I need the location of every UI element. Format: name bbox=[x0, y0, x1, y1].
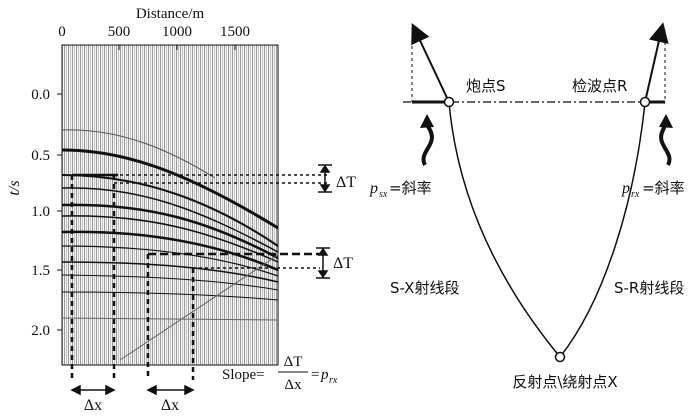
delta-x-marker bbox=[146, 384, 195, 396]
event-curve bbox=[61, 317, 279, 321]
prx-text: =斜率 bbox=[642, 179, 685, 197]
psx-subscript: sx bbox=[379, 189, 388, 200]
event-curve bbox=[61, 261, 279, 283]
event-curve bbox=[61, 203, 279, 260]
delta-x-label: Δx bbox=[161, 397, 179, 414]
slope-subscript: rx bbox=[329, 375, 338, 386]
delta-x-marker bbox=[70, 384, 116, 396]
shot-point-label: 炮点S bbox=[466, 77, 506, 95]
event-curve bbox=[61, 148, 279, 230]
seismic-record-panel: Distance/m 0 500 1000 1500 t/s 0.0 0.5 1… bbox=[6, 6, 356, 414]
delta-x-label: Δx bbox=[84, 397, 102, 414]
slope-formula: Slope= ΔT Δx = p rx bbox=[222, 354, 338, 393]
x-tick-label: 1500 bbox=[220, 24, 250, 40]
sr-ray-path bbox=[559, 101, 646, 358]
delta-t-marker bbox=[318, 164, 332, 193]
sx-segment-label: S-X射线段 bbox=[390, 279, 459, 297]
prx-subscript: rx bbox=[631, 189, 640, 200]
event-curve bbox=[61, 291, 279, 301]
y-tick-label: 0.5 bbox=[31, 148, 50, 164]
curved-arrow-icon bbox=[659, 114, 673, 166]
reflection-point-marker bbox=[554, 351, 566, 363]
delta-t-label: ΔT bbox=[333, 255, 353, 272]
x-tick-label: 0 bbox=[58, 24, 66, 40]
slope-equals: = bbox=[311, 367, 319, 383]
y-tick-label: 2.0 bbox=[31, 323, 50, 339]
event-curve bbox=[61, 215, 279, 263]
slope-numerator: ΔT bbox=[284, 354, 303, 370]
event-curve bbox=[61, 230, 279, 272]
receiver-ray-arrow bbox=[644, 22, 669, 103]
prx-symbol: p bbox=[621, 180, 630, 197]
y-tick-label: 1.0 bbox=[31, 204, 50, 220]
shot-point-marker bbox=[443, 96, 455, 108]
event-curve bbox=[119, 254, 279, 361]
psx-text: =斜率 bbox=[389, 179, 432, 197]
y-axis-title: t/s bbox=[6, 180, 23, 195]
psx-slope-label: p sx =斜率 bbox=[369, 179, 432, 200]
sr-segment-label: S-R射线段 bbox=[614, 279, 684, 297]
sx-ray-path bbox=[448, 101, 561, 358]
x-tick-label: 1000 bbox=[162, 24, 192, 40]
event-curve bbox=[61, 129, 216, 179]
shot-ray-arrow bbox=[411, 22, 450, 103]
y-axis-ticks bbox=[57, 93, 62, 331]
curved-arrow-icon bbox=[420, 114, 434, 166]
ray-path-diagram: 炮点S 检波点R p sx =斜率 p rx =斜率 S-X射线段 S-R射线段… bbox=[369, 22, 685, 391]
delta-t-marker bbox=[316, 247, 330, 279]
psx-symbol: p bbox=[369, 180, 378, 197]
slope-measurement-lower bbox=[146, 252, 320, 380]
prx-slope-label: p rx =斜率 bbox=[621, 179, 685, 200]
reflection-point-label: 反射点\绕射点X bbox=[512, 373, 617, 391]
event-curve bbox=[61, 187, 279, 253]
slope-denominator: Δx bbox=[284, 377, 302, 393]
x-tick-label: 500 bbox=[108, 24, 131, 40]
y-tick-label: 0.0 bbox=[31, 87, 50, 103]
y-tick-label: 1.5 bbox=[31, 263, 50, 279]
slope-symbol: p bbox=[320, 367, 329, 383]
slope-measurement-upper bbox=[70, 173, 330, 380]
event-curve bbox=[61, 274, 279, 291]
delta-t-label: ΔT bbox=[336, 174, 356, 191]
x-axis-title: Distance/m bbox=[136, 6, 205, 22]
receiver-point-label: 检波点R bbox=[572, 77, 627, 95]
x-axis-ticks bbox=[61, 45, 236, 50]
receiver-point-marker bbox=[639, 96, 651, 108]
slope-prefix: Slope= bbox=[222, 367, 265, 383]
